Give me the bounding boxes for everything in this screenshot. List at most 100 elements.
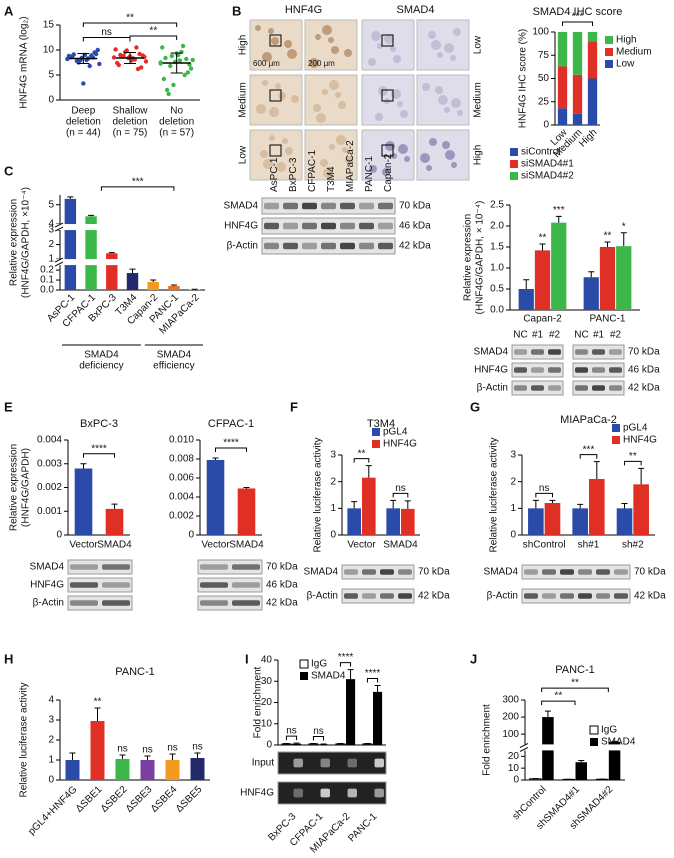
tissue-texture bbox=[444, 107, 450, 113]
bar bbox=[237, 488, 256, 535]
data-point bbox=[135, 66, 141, 72]
error-bar bbox=[588, 271, 595, 278]
tissue-texture bbox=[442, 141, 450, 149]
bar bbox=[633, 484, 649, 535]
blot-band bbox=[321, 242, 336, 250]
error-bar bbox=[577, 503, 584, 509]
blot-strip bbox=[197, 595, 263, 611]
y-tick-label: 2 bbox=[48, 735, 54, 746]
blot-band bbox=[592, 367, 605, 373]
x-tick-label: SMAD4 bbox=[97, 540, 132, 551]
blot-band bbox=[514, 349, 527, 355]
legend-label: pGL4 bbox=[383, 427, 408, 438]
bar bbox=[105, 508, 124, 535]
blot-band bbox=[347, 788, 357, 798]
legend-label: HNF4G bbox=[383, 439, 417, 450]
bar bbox=[106, 253, 118, 290]
significance-label: ns bbox=[313, 726, 324, 737]
tissue-texture bbox=[278, 92, 286, 100]
blot-band bbox=[320, 788, 330, 798]
y-tick-label: 0 bbox=[56, 530, 62, 541]
x-tick-label: SMAD4 bbox=[383, 540, 418, 551]
legend-label: Medium bbox=[616, 47, 652, 58]
y-tick-label: 0.0 bbox=[490, 305, 504, 316]
blot-band bbox=[578, 569, 592, 575]
x-tick-label: Vector bbox=[69, 540, 98, 551]
significance-label: ** bbox=[554, 691, 562, 702]
blot-strip bbox=[521, 564, 631, 580]
y-axis-label: Relative expression bbox=[9, 199, 20, 286]
y-tick-label: 0 bbox=[543, 120, 549, 131]
error-bar bbox=[169, 753, 176, 760]
legend-swatch bbox=[510, 172, 518, 180]
tissue-texture bbox=[438, 95, 448, 105]
bar bbox=[168, 286, 180, 290]
bar bbox=[386, 508, 400, 535]
y-axis-label: Relative luciferase activity bbox=[313, 437, 324, 552]
blot-row-label: β-Actin bbox=[227, 241, 258, 252]
y-tick-label: 0.002 bbox=[169, 511, 194, 522]
y-tick-label: 0.003 bbox=[37, 458, 62, 469]
row-label: Low bbox=[473, 35, 484, 54]
blot-band bbox=[592, 349, 605, 355]
blot-band bbox=[102, 564, 130, 570]
blot-kda-label: 70 kDa bbox=[266, 562, 298, 573]
bar bbox=[206, 459, 225, 535]
tissue-texture bbox=[338, 101, 346, 109]
tissue-texture bbox=[287, 49, 297, 59]
blot-band bbox=[340, 202, 355, 210]
bar bbox=[292, 743, 302, 745]
error-bar bbox=[94, 707, 101, 721]
lane-label: NC bbox=[574, 330, 588, 341]
significance-bracket bbox=[129, 35, 178, 40]
blot-band bbox=[359, 242, 374, 250]
legend-label: siSMAD4#2 bbox=[521, 171, 574, 182]
y-tick-label: 2.5 bbox=[490, 200, 504, 211]
blot-band bbox=[548, 367, 561, 373]
blot-strip bbox=[341, 564, 415, 580]
tissue-texture bbox=[344, 49, 352, 57]
x-tick-label: No bbox=[170, 106, 183, 117]
tissue-texture bbox=[269, 107, 279, 117]
blot-strip bbox=[197, 559, 263, 575]
chart-title: PANC-1 bbox=[555, 664, 595, 676]
significance-bracket bbox=[562, 21, 593, 26]
data-point bbox=[163, 55, 168, 61]
data-point bbox=[71, 52, 76, 57]
y-axis-label: Relative expression bbox=[463, 214, 474, 301]
bar bbox=[373, 691, 383, 745]
y-tick-label: 0.1 bbox=[40, 275, 54, 286]
tissue-texture bbox=[322, 25, 332, 35]
y-axis-label: Relative luciferase activity bbox=[489, 437, 500, 552]
significance-label: *** bbox=[132, 177, 144, 188]
blot-row-label: β-Actin bbox=[307, 591, 338, 602]
legend-label: SMAD4 bbox=[311, 671, 346, 682]
blot-band bbox=[283, 202, 298, 210]
lane-label: MIAPaCa-2 bbox=[345, 140, 356, 192]
blot-band bbox=[542, 593, 556, 599]
chart-title: MIAPaCa-2 bbox=[560, 414, 617, 426]
data-point bbox=[188, 66, 194, 71]
y-tick-label: 40 bbox=[261, 655, 273, 666]
x-tick-label: ΔSBE2 bbox=[99, 784, 130, 815]
blot-band bbox=[347, 758, 357, 768]
group-label: deficiency bbox=[79, 361, 123, 372]
lane-label: #1 bbox=[532, 330, 544, 341]
error-bar bbox=[144, 755, 151, 760]
x-tick-label: shControl bbox=[523, 540, 566, 551]
column-label: SMAD4 bbox=[397, 4, 435, 16]
tissue-texture bbox=[285, 147, 293, 155]
tissue-texture bbox=[437, 52, 443, 58]
data-point bbox=[184, 56, 189, 62]
blot-kda-label: 42 kDa bbox=[628, 383, 660, 394]
tissue-texture bbox=[375, 113, 383, 121]
column-label: HNF4G bbox=[285, 4, 322, 16]
significance-bracket bbox=[83, 453, 115, 458]
data-point bbox=[182, 72, 187, 78]
tissue-texture bbox=[429, 138, 437, 146]
bar bbox=[616, 508, 633, 535]
significance-bracket bbox=[82, 22, 178, 27]
error-bar bbox=[638, 467, 645, 485]
y-axis-label: (HNF4G/GAPDH, × 10⁻⁴) bbox=[475, 201, 486, 315]
